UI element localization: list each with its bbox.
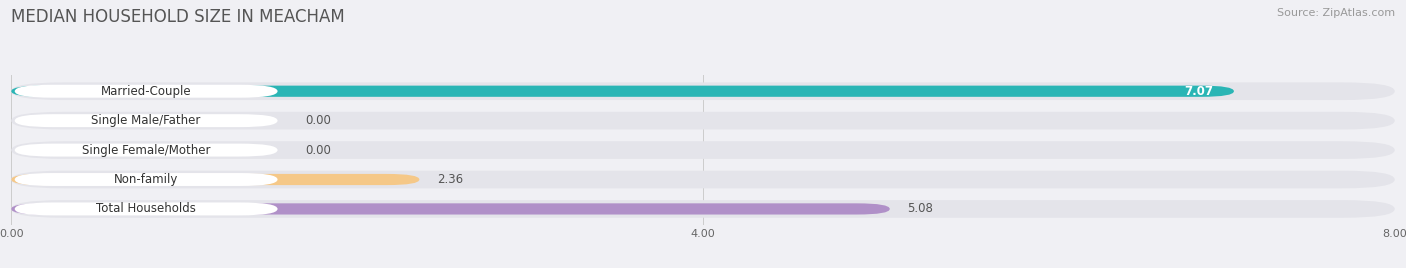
FancyBboxPatch shape xyxy=(14,85,277,98)
FancyBboxPatch shape xyxy=(14,144,277,157)
FancyBboxPatch shape xyxy=(11,86,1234,97)
Text: Total Households: Total Households xyxy=(96,202,195,215)
FancyBboxPatch shape xyxy=(11,174,419,185)
FancyBboxPatch shape xyxy=(14,173,277,186)
Text: MEDIAN HOUSEHOLD SIZE IN MEACHAM: MEDIAN HOUSEHOLD SIZE IN MEACHAM xyxy=(11,8,344,26)
Text: 7.07: 7.07 xyxy=(1184,85,1213,98)
Text: Source: ZipAtlas.com: Source: ZipAtlas.com xyxy=(1277,8,1395,18)
FancyBboxPatch shape xyxy=(11,82,1395,100)
FancyBboxPatch shape xyxy=(11,112,1395,129)
Text: Single Female/Mother: Single Female/Mother xyxy=(82,144,211,157)
Text: 0.00: 0.00 xyxy=(305,114,332,127)
FancyBboxPatch shape xyxy=(11,203,890,214)
FancyBboxPatch shape xyxy=(14,202,277,215)
FancyBboxPatch shape xyxy=(14,114,277,127)
FancyBboxPatch shape xyxy=(11,141,1395,159)
FancyBboxPatch shape xyxy=(11,200,1395,218)
Text: 5.08: 5.08 xyxy=(907,202,934,215)
Text: 2.36: 2.36 xyxy=(437,173,463,186)
Text: Single Male/Father: Single Male/Father xyxy=(91,114,201,127)
Text: Married-Couple: Married-Couple xyxy=(101,85,191,98)
Text: 0.00: 0.00 xyxy=(305,144,332,157)
FancyBboxPatch shape xyxy=(11,171,1395,188)
Text: Non-family: Non-family xyxy=(114,173,179,186)
